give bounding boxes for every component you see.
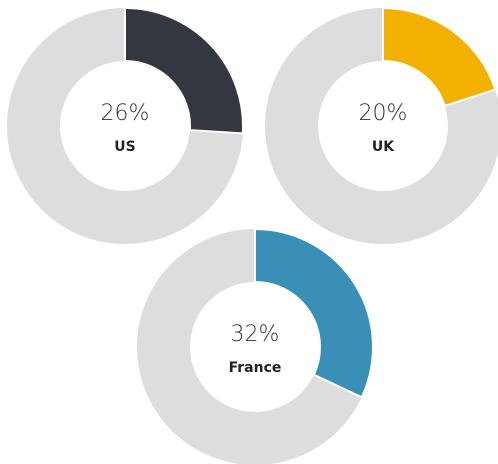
chart-title: France: [229, 360, 282, 376]
donut-segment: [124, 6, 244, 135]
donut-segment: [382, 6, 497, 108]
chart-title: US: [114, 139, 135, 155]
value-label: 20%: [359, 101, 408, 126]
donut: 20% UK: [265, 6, 498, 244]
value-label: 32%: [231, 322, 280, 347]
donut: 32% France: [137, 227, 374, 464]
donut: 26% US: [7, 6, 244, 244]
chart-title: UK: [372, 139, 395, 155]
value-label: 26%: [101, 101, 150, 126]
donut-segment: [254, 227, 374, 399]
